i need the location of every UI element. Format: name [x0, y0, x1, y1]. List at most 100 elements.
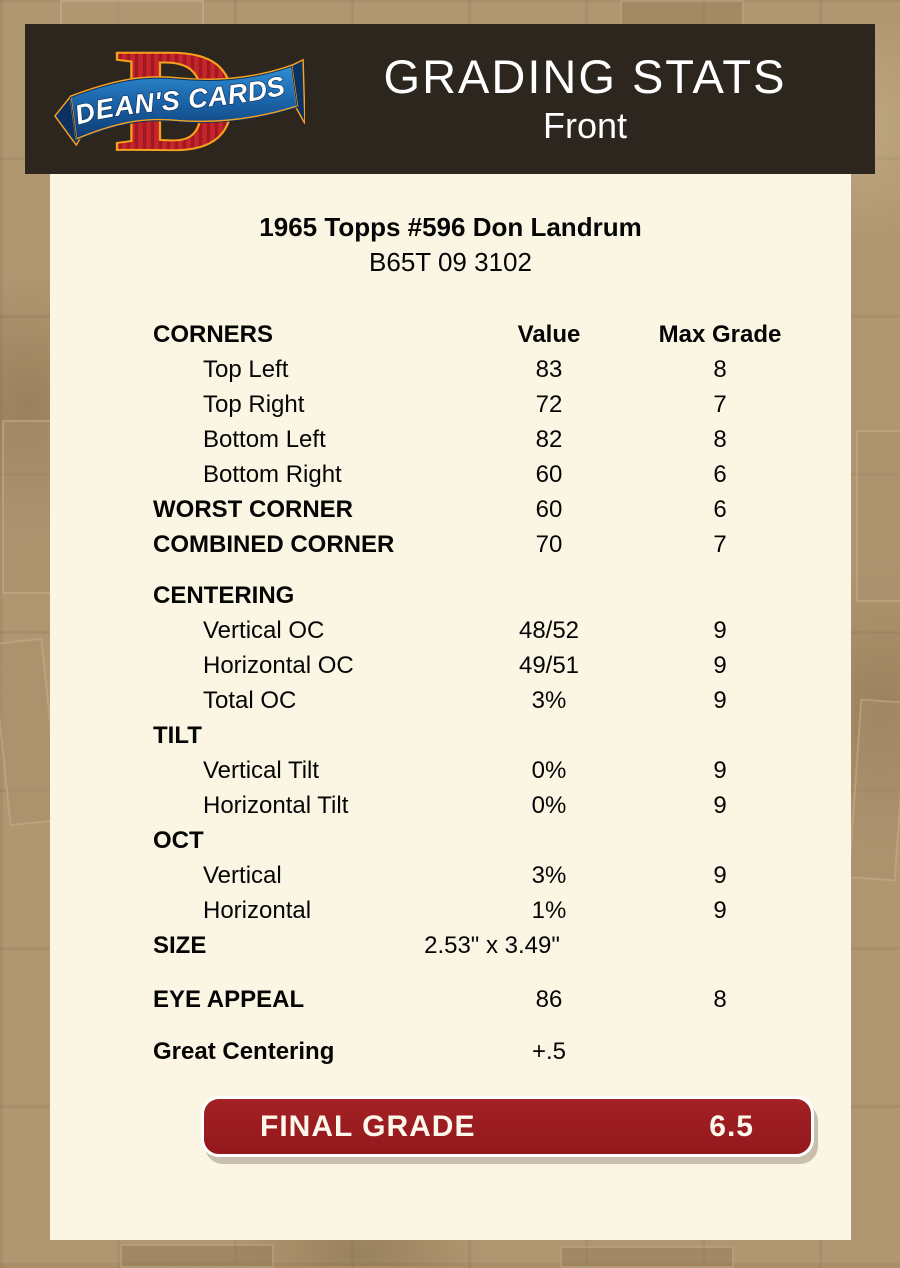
row-max-grade — [655, 718, 785, 753]
table-row-horizontal-tilt: Horizontal Tilt 0% 9 — [50, 788, 851, 823]
row-value: 0% — [531, 757, 567, 784]
final-grade-button[interactable]: FINAL GRADE 6.5 — [201, 1096, 814, 1157]
table-row-vertical-tilt: Vertical Tilt 0% 9 — [50, 753, 851, 788]
row-value: 60 — [535, 461, 563, 488]
table-row-eye-appeal: EYE APPEAL 86 8 — [50, 982, 851, 1017]
row-value: 49/51 — [518, 652, 580, 679]
grading-table: CORNERS Value Max Grade Top Left 83 8 Top Righ… — [50, 317, 851, 1069]
row-value — [443, 718, 655, 753]
row-max-grade: 9 — [713, 652, 727, 679]
row-label: Vertical OC — [203, 617, 325, 644]
row-max-grade: Max Grade — [658, 321, 782, 348]
row-label: Total OC — [203, 687, 297, 714]
row-label: Top Right — [203, 391, 305, 418]
row-max-grade: 6 — [713, 496, 727, 523]
table-row-size: SIZE 2.53" x 3.49" — [50, 928, 851, 963]
table-row-vertical-oc: Vertical OC 48/52 9 — [50, 613, 851, 648]
row-value: 2.53" x 3.49" — [424, 932, 560, 959]
header-bar: D DEAN'S CARDS GRADING STATS Front — [25, 18, 875, 183]
table-row-combined-corner: COMBINED CORNER 70 7 — [50, 527, 851, 562]
row-value: 86 — [535, 986, 563, 1013]
background-card — [60, 0, 204, 26]
table-row-centering: CENTERING — [50, 578, 851, 613]
table-row-oct: OCT — [50, 823, 851, 858]
table-row-great-centering: Great Centering +.5 — [50, 1034, 851, 1069]
row-label: Bottom Left — [203, 426, 326, 453]
row-max-grade — [655, 1034, 785, 1069]
row-label: EYE APPEAL — [153, 986, 305, 1013]
table-row-bottom-right: Bottom Right 60 6 — [50, 457, 851, 492]
row-value: 60 — [535, 496, 563, 523]
row-max-grade: 9 — [713, 687, 727, 714]
row-max-grade — [655, 928, 785, 963]
row-value: 3% — [531, 687, 567, 714]
row-value: Value — [517, 321, 581, 348]
card-code: B65T 09 3102 — [369, 247, 532, 277]
table-row-worst-corner: WORST CORNER 60 6 — [50, 492, 851, 527]
table-row-top-right: Top Right 72 7 — [50, 387, 851, 422]
table-row-tilt: TILT — [50, 718, 851, 753]
row-value — [443, 578, 655, 613]
row-label: Bottom Right — [203, 461, 342, 488]
row-max-grade: 8 — [713, 356, 727, 383]
background-card — [847, 698, 900, 882]
deans-cards-logo: D DEAN'S CARDS — [53, 18, 306, 183]
table-row-corners: CORNERS Value Max Grade — [50, 317, 851, 352]
final-grade-value: 6.5 — [709, 1109, 754, 1143]
row-max-grade: 7 — [713, 391, 727, 418]
header-titles: GRADING STATS Front — [305, 50, 875, 148]
background-card — [620, 0, 744, 26]
row-max-grade: 7 — [713, 531, 727, 558]
table-row-total-oc: Total OC 3% 9 — [50, 683, 851, 718]
row-value — [443, 823, 655, 858]
row-label: Horizontal — [203, 897, 312, 924]
row-value: 1% — [531, 897, 567, 924]
row-label: Vertical — [203, 862, 282, 889]
table-row-horizontal: Horizontal 1% 9 — [50, 893, 851, 928]
row-max-grade: 9 — [713, 792, 727, 819]
background-card — [856, 430, 900, 602]
row-value: 72 — [535, 391, 563, 418]
row-max-grade: 9 — [713, 757, 727, 784]
row-value: +.5 — [531, 1038, 567, 1065]
page-subtitle: Front — [542, 105, 628, 146]
row-max-grade — [655, 578, 785, 613]
stats-panel: 1965 Topps #596 Don Landrum B65T 09 3102… — [50, 174, 851, 1240]
row-label: SIZE — [153, 932, 207, 959]
row-max-grade — [655, 823, 785, 858]
row-max-grade: 8 — [713, 986, 727, 1013]
row-label: Top Left — [203, 356, 289, 383]
row-label: Horizontal OC — [203, 652, 354, 679]
background-card — [560, 1246, 734, 1268]
row-max-grade: 8 — [713, 426, 727, 453]
row-label: WORST CORNER — [153, 496, 353, 523]
deans-cards-logo-icon: D DEAN'S CARDS — [54, 18, 306, 183]
table-row-horizontal-oc: Horizontal OC 49/51 9 — [50, 648, 851, 683]
table-row-top-left: Top Left 83 8 — [50, 352, 851, 387]
background-card — [120, 1244, 274, 1268]
row-max-grade: 9 — [713, 897, 727, 924]
card-title: 1965 Topps #596 Don Landrum — [259, 212, 642, 242]
row-value: 0% — [531, 792, 567, 819]
row-label: Great Centering — [153, 1038, 335, 1065]
row-value: 82 — [535, 426, 563, 453]
row-label: CORNERS — [153, 321, 274, 348]
row-value: 83 — [535, 356, 563, 383]
row-value: 70 — [535, 531, 563, 558]
row-max-grade: 9 — [713, 617, 727, 644]
row-label: COMBINED CORNER — [153, 531, 395, 558]
row-label: CENTERING — [153, 582, 295, 609]
background-card — [2, 420, 52, 594]
row-value: 48/52 — [518, 617, 580, 644]
row-label: OCT — [153, 827, 204, 854]
final-grade-label: FINAL GRADE — [260, 1109, 476, 1143]
row-value: 3% — [531, 862, 567, 889]
row-max-grade: 6 — [713, 461, 727, 488]
row-max-grade: 9 — [713, 862, 727, 889]
table-row-bottom-left: Bottom Left 82 8 — [50, 422, 851, 457]
row-label: Vertical Tilt — [203, 757, 320, 784]
row-label: TILT — [153, 722, 202, 749]
table-row-vertical: Vertical 3% 9 — [50, 858, 851, 893]
row-label: Horizontal Tilt — [203, 792, 349, 819]
page-title: GRADING STATS — [383, 50, 787, 103]
